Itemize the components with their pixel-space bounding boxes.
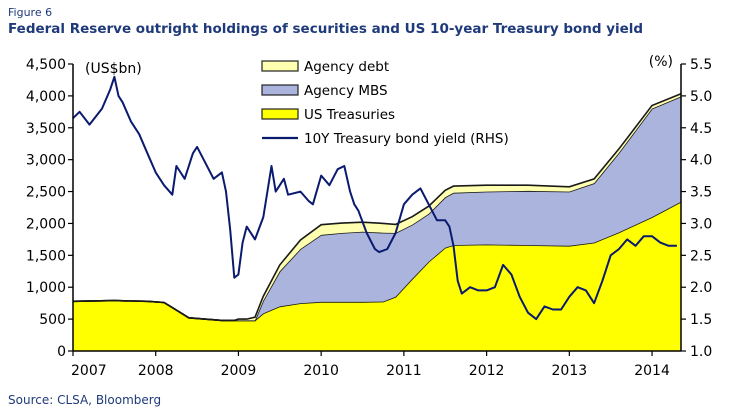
y2-tick-label: 3.5 [690, 185, 712, 201]
x-tick-label: 2013 [552, 363, 588, 379]
legend: Agency debt Agency MBS US Treasuries 10Y Tr… [261, 59, 509, 147]
area-agency-mbs [73, 96, 681, 321]
y-tick-label: 2,500 [26, 185, 66, 201]
lhs-unit-label: (US$bn) [85, 61, 142, 77]
legend-label: Agency debt [304, 59, 389, 75]
y2-tick-label: 1.0 [690, 344, 712, 360]
x-tick-label: 2011 [386, 363, 422, 379]
chart-title: Federal Reserve outright holdings of sec… [8, 21, 644, 37]
legend-label: Agency MBS [304, 83, 388, 99]
y-tick-label: 1,000 [26, 280, 66, 296]
y-tick-label: 0 [57, 344, 66, 360]
y2-tick-label: 5.0 [690, 89, 712, 105]
y2-tick-label: 2.0 [690, 280, 712, 296]
y-tick-label: 3,000 [26, 153, 66, 169]
axes: 0 500 1,000 1,500 2,000 2,500 3,000 3,500 4,000 4… [26, 57, 712, 379]
y-tick-label: 4,500 [26, 57, 66, 73]
yield-line-group [72, 75, 677, 321]
yield-line [72, 75, 677, 321]
y2-tick-label: 5.5 [690, 57, 712, 73]
legend-swatch [261, 84, 299, 96]
x-tick-label: 2012 [469, 363, 505, 379]
y-tick-label: 1,500 [26, 248, 66, 264]
y-tick-label: 4,000 [26, 89, 66, 105]
rhs-unit-label: (%) [649, 54, 673, 70]
legend-swatch [261, 108, 299, 120]
y2-tick-label: 4.0 [690, 153, 712, 169]
source-note: Source: CLSA, Bloomberg [8, 393, 162, 407]
y2-tick-label: 2.5 [690, 248, 712, 264]
legend-label: US Treasuries [304, 107, 395, 123]
y2-tick-label: 1.5 [690, 312, 712, 328]
y2-tick-label: 4.5 [690, 121, 712, 137]
legend-label: 10Y Treasury bond yield (RHS) [304, 131, 509, 147]
x-tick-label: 2014 [634, 363, 670, 379]
y-tick-label: 500 [39, 312, 66, 328]
y-tick-label: 2,000 [26, 216, 66, 232]
figure-label: Figure 6 [8, 6, 53, 19]
x-tick-label: 2008 [138, 363, 174, 379]
area-outline-agency-debt [72, 92, 682, 322]
x-tick-label: 2009 [221, 363, 257, 379]
x-tick-label: 2010 [303, 363, 339, 379]
y2-tick-label: 3.0 [690, 216, 712, 232]
y-tick-label: 3,500 [26, 121, 66, 137]
x-tick-label: 2007 [71, 363, 107, 379]
legend-swatch [261, 60, 299, 72]
